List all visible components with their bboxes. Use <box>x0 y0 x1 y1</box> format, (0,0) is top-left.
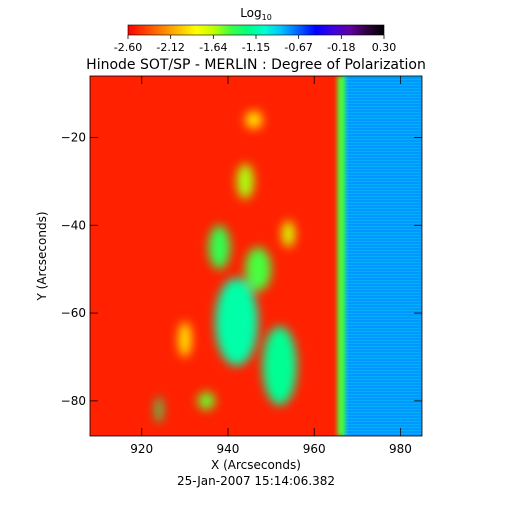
polarization-feature <box>155 396 163 423</box>
x-tick-label: 980 <box>389 442 412 456</box>
x-axis-label: X (Arcseconds) <box>211 458 301 472</box>
y-tick-label: −80 <box>61 394 86 408</box>
x-tick-label: 940 <box>217 442 240 456</box>
colorbar: Log10 -2.60 -2.12 -1.64 -1.15 -0.67 -0.18 0.30 <box>114 6 396 54</box>
heatmap-image <box>90 76 422 436</box>
polarization-feature <box>281 220 295 248</box>
x-axis: 920 940 960 980 <box>130 76 412 456</box>
x-tick-label: 960 <box>303 442 326 456</box>
colorbar-title-sub: 10 <box>262 13 272 22</box>
colorbar-tick-label: -1.15 <box>242 41 270 54</box>
solar-limb-band <box>337 76 346 436</box>
y-axis: −20 −40 −60 −80 <box>61 130 422 408</box>
colorbar-tick-label: -0.67 <box>284 41 312 54</box>
polarization-feature <box>178 321 192 357</box>
y-axis-label: Y (Arcseconds) <box>35 211 49 301</box>
x-tick-label: 920 <box>130 442 153 456</box>
colorbar-title: Log10 <box>240 6 272 22</box>
polarization-feature <box>245 247 272 292</box>
observation-timestamp: 25-Jan-2007 15:14:06.382 <box>177 474 335 488</box>
off-limb-region <box>342 76 422 436</box>
colorbar-tick-label: -2.60 <box>114 41 142 54</box>
polarization-feature <box>208 225 231 270</box>
colorbar-tick-label: 0.30 <box>372 41 397 54</box>
polarization-feature <box>215 277 259 366</box>
polarization-feature <box>262 326 297 406</box>
y-tick-label: −20 <box>61 130 86 144</box>
y-tick-label: −40 <box>61 218 86 232</box>
colorbar-tick-label: -0.18 <box>327 41 355 54</box>
plot-frame <box>89 75 423 437</box>
colorbar-title-base: Log <box>240 6 261 20</box>
y-tick-label: −60 <box>61 306 86 320</box>
chart-title: Hinode SOT/SP - MERLIN : Degree of Polar… <box>86 57 426 73</box>
colorbar-tick-label: -2.12 <box>156 41 184 54</box>
polarization-feature <box>245 111 263 129</box>
polarization-feature <box>197 392 216 410</box>
activity-features <box>155 111 297 423</box>
polarization-feature <box>236 163 254 199</box>
colorbar-tick-label: -1.64 <box>199 41 227 54</box>
colorbar-ticks: -2.60 -2.12 -1.64 -1.15 -0.67 -0.18 0.30 <box>114 35 396 54</box>
colorbar-scale <box>127 24 385 36</box>
off-limb-stripes <box>342 76 422 434</box>
